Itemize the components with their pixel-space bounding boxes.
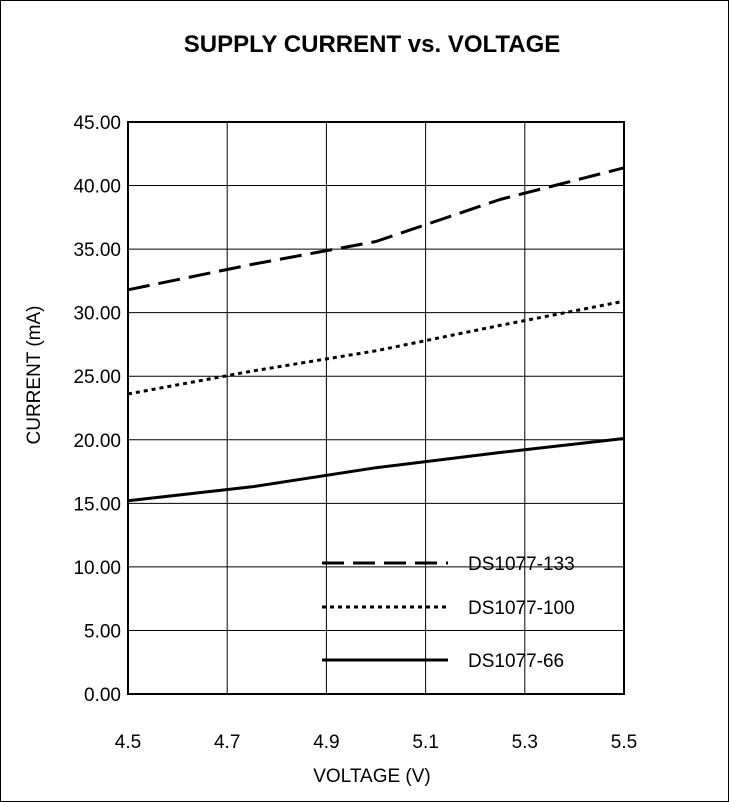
x-tick-labels: 4.5 4.7 4.9 5.1 5.3 5.5 xyxy=(115,732,637,753)
y-tick-label: 40.00 xyxy=(73,177,121,198)
y-tick-label: 45.00 xyxy=(73,113,121,134)
y-tick-label: 5.00 xyxy=(84,621,121,642)
x-axis-label: VOLTAGE (V) xyxy=(313,766,431,787)
y-tick-label: 0.00 xyxy=(84,685,121,706)
x-tick-label: 5.3 xyxy=(512,732,538,753)
legend-label: DS1077-133 xyxy=(468,554,575,575)
y-tick-label: 20.00 xyxy=(73,431,121,452)
y-axis-label: CURRENT (mA) xyxy=(24,306,45,445)
x-tick-label: 5.5 xyxy=(611,732,637,753)
y-tick-label: 25.00 xyxy=(73,367,121,388)
x-tick-label: 4.9 xyxy=(313,732,339,753)
series-lines xyxy=(127,166,625,503)
x-tick-label: 4.7 xyxy=(214,732,240,753)
series-line-ds1077-100 xyxy=(127,299,625,396)
y-tick-label: 30.00 xyxy=(73,304,121,325)
y-tick-label: 35.00 xyxy=(73,240,121,261)
chart-title: SUPPLY CURRENT vs. VOLTAGE xyxy=(184,31,561,58)
series-line-ds1077-133 xyxy=(127,166,625,292)
y-tick-label: 10.00 xyxy=(73,558,121,579)
legend-label: DS1077-100 xyxy=(468,598,575,619)
series-line-ds1077-66 xyxy=(127,437,625,503)
y-tick-labels: 0.00 5.00 10.00 15.00 20.00 25.00 30.00 35.00 40… xyxy=(73,113,121,706)
y-tick-label: 15.00 xyxy=(73,494,121,515)
plot-area xyxy=(127,121,625,695)
x-tick-label: 4.5 xyxy=(115,732,141,753)
legend-label: DS1077-66 xyxy=(468,651,564,672)
x-tick-label: 5.1 xyxy=(412,732,438,753)
legend: DS1077-133 DS1077-100 DS1077-66 xyxy=(322,554,575,672)
